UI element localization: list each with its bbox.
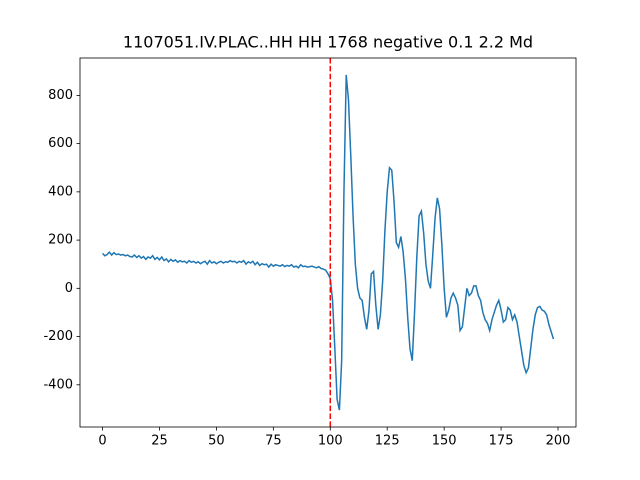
axes-frame <box>79 57 577 428</box>
chart-title: 1107051.IV.PLAC..HH HH 1768 negative 0.1… <box>123 33 533 52</box>
data-line <box>101 74 555 411</box>
y-tick-label: 800 <box>48 88 73 103</box>
x-tick-label: 50 <box>208 434 225 449</box>
y-tick-label: -200 <box>43 329 73 344</box>
y-tick-label: 400 <box>48 184 73 199</box>
x-tick-label: 100 <box>318 434 343 449</box>
x-tick-label: 175 <box>489 434 514 449</box>
x-tick-label: 125 <box>375 434 400 449</box>
y-tick-label: 200 <box>48 233 73 248</box>
x-tick-label: 25 <box>151 434 168 449</box>
x-tick-label: 0 <box>98 434 106 449</box>
y-tick-label: 0 <box>65 281 73 296</box>
y-tick-label: 600 <box>48 136 73 151</box>
x-tick-label: 200 <box>546 434 571 449</box>
y-tick-label: -400 <box>43 377 73 392</box>
x-tick-label: 75 <box>265 434 282 449</box>
x-tick-label: 150 <box>432 434 457 449</box>
